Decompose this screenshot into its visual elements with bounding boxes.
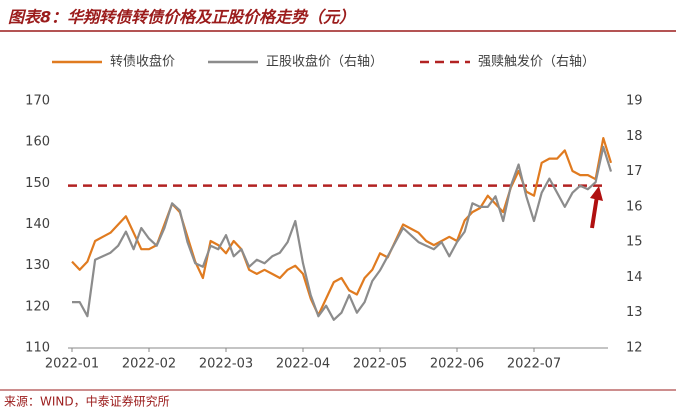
x-tick-label: 2022-06 bbox=[430, 357, 484, 372]
x-tick-label: 2022-07 bbox=[507, 357, 561, 372]
x-tick-label: 2022-02 bbox=[122, 357, 176, 372]
y2-tick-label: 16 bbox=[626, 199, 643, 214]
arrow-head bbox=[590, 186, 603, 201]
y-tick-label: 120 bbox=[25, 299, 50, 314]
y-tick-label: 150 bbox=[25, 176, 50, 191]
y2-tick-label: 15 bbox=[626, 235, 643, 250]
y-tick-label: 160 bbox=[25, 135, 50, 150]
y2-tick-label: 18 bbox=[626, 129, 643, 144]
y2-tick-label: 14 bbox=[626, 270, 643, 285]
y2-tick-label: 19 bbox=[626, 94, 643, 109]
x-tick-label: 2022-01 bbox=[45, 357, 99, 372]
series-line bbox=[71, 137, 613, 317]
y2-tick-label: 12 bbox=[626, 341, 643, 356]
legend-label: 正股收盘价（右轴） bbox=[266, 54, 383, 70]
y2-tick-label: 13 bbox=[626, 305, 643, 320]
x-tick-label: 2022-05 bbox=[353, 357, 407, 372]
y-tick-label: 140 bbox=[25, 217, 50, 232]
arrow bbox=[590, 195, 599, 229]
legend-label: 转债收盘价 bbox=[110, 54, 175, 70]
legend-label: 强赎触发价（右轴） bbox=[478, 54, 595, 70]
y-tick-label: 130 bbox=[25, 258, 50, 273]
y2-tick-label: 17 bbox=[626, 164, 643, 179]
series-line bbox=[72, 145, 613, 321]
source-note: 来源：WIND，中泰证券研究所 bbox=[4, 394, 170, 409]
chart-title: 图表8：华翔转债转债价格及正股价格走势（元） bbox=[8, 8, 355, 27]
y-tick-label: 170 bbox=[25, 94, 50, 109]
y-tick-label: 110 bbox=[25, 341, 50, 356]
x-tick-label: 2022-04 bbox=[276, 357, 330, 372]
x-tick-label: 2022-03 bbox=[199, 357, 253, 372]
